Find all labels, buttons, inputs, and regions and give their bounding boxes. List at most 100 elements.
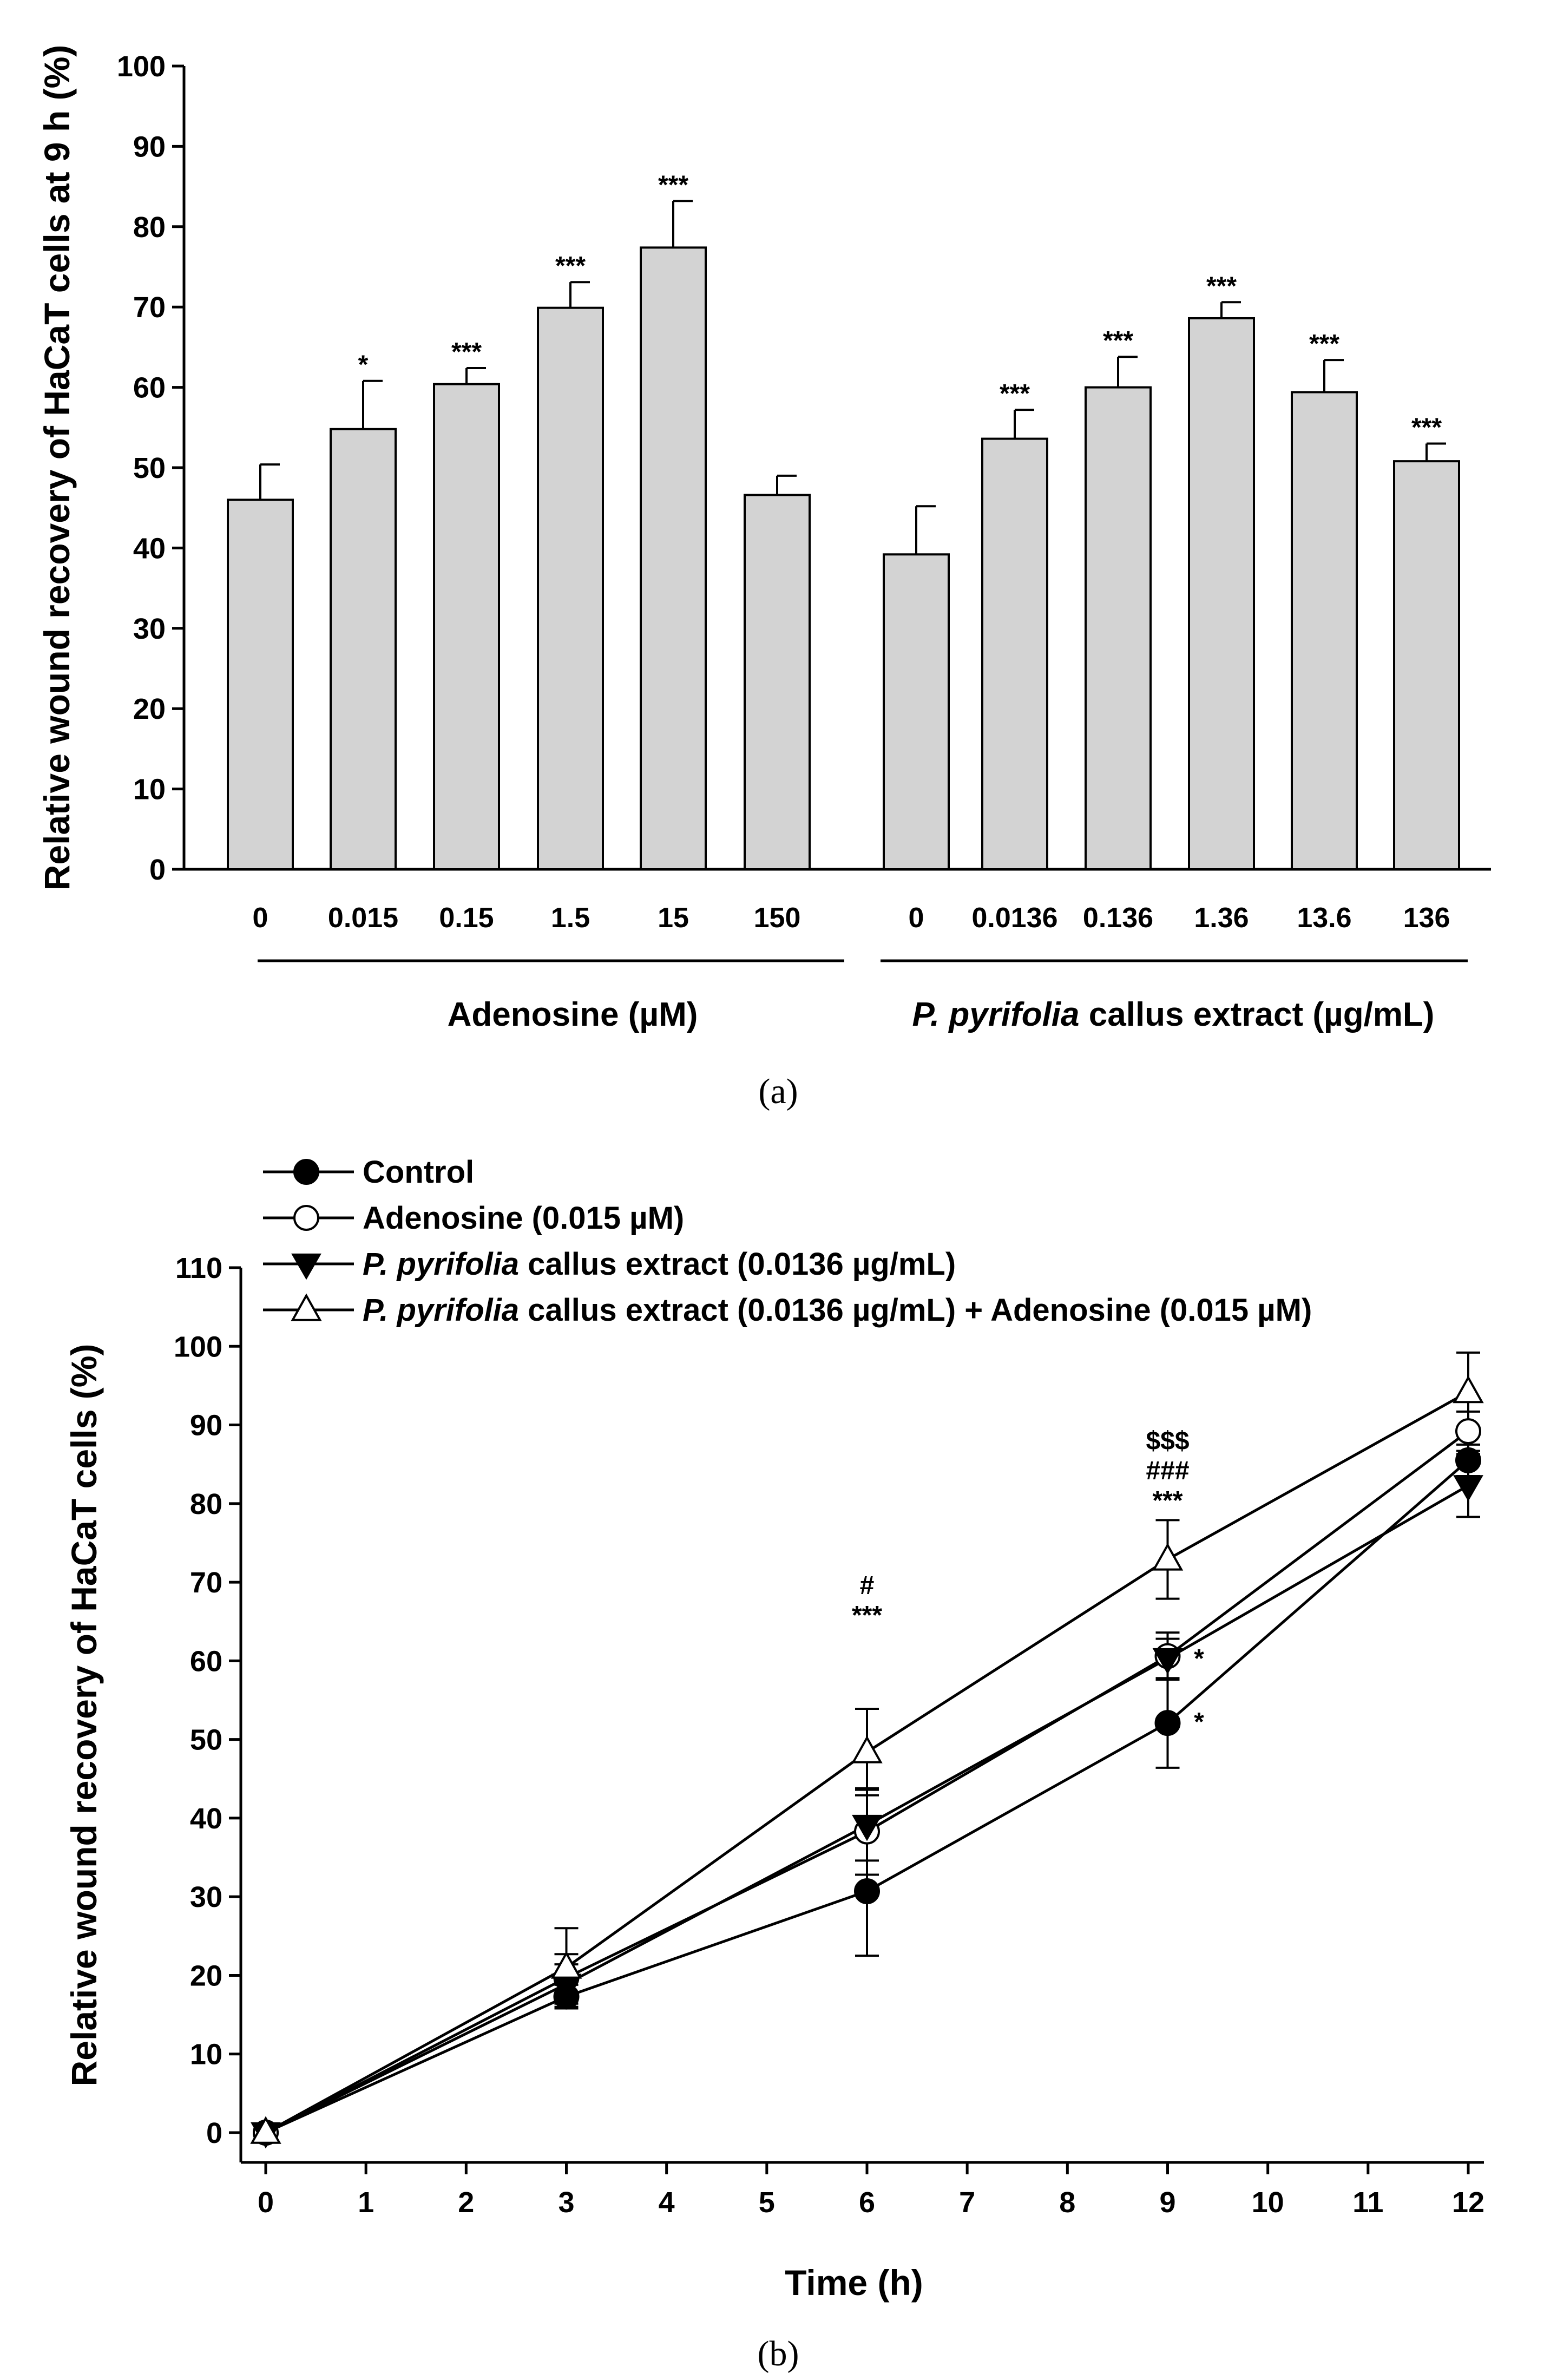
bar: [227, 499, 294, 870]
bar: [744, 494, 811, 870]
y-tick-label-a: 70: [133, 291, 166, 324]
x-tick-label-b: 3: [558, 2186, 574, 2219]
data-point: [1453, 1375, 1484, 1404]
y-tick-label-b: 30: [190, 1881, 222, 1913]
x-tick-label-b: 6: [859, 2186, 875, 2219]
legend-label: Adenosine (0.015 µM): [363, 1201, 684, 1236]
x-tick-label-a: 1.5: [551, 902, 590, 934]
y-tick-label-a: 90: [133, 130, 166, 163]
y-tick-label-b: 110: [175, 1252, 222, 1284]
significance-label: *: [1194, 1644, 1204, 1673]
data-point: [1455, 1447, 1481, 1473]
significance-label: ###: [1146, 1457, 1189, 1485]
data-point: [854, 1878, 880, 1905]
x-axis-title-b: Time (h): [785, 2263, 923, 2303]
y-tick-label-b: 100: [174, 1330, 222, 1363]
y-tick-label-b: 90: [190, 1409, 222, 1442]
significance-label: ***: [1309, 330, 1339, 358]
x-tick-label-b: 12: [1452, 2186, 1484, 2219]
data-point: [1453, 1475, 1483, 1502]
x-tick-label-a: 15: [658, 902, 689, 934]
significance-label: ***: [1152, 1486, 1182, 1515]
y-tick-label-b: 70: [190, 1566, 222, 1599]
y-tick-label-a: 40: [133, 532, 166, 565]
significance-label: ***: [1000, 379, 1030, 408]
y-tick-label-a: 80: [133, 211, 166, 244]
x-tick-label-b: 0: [258, 2186, 274, 2219]
significance-label: ***: [1206, 272, 1237, 300]
data-point: [851, 1735, 883, 1763]
x-tick-label-a: 0: [253, 902, 268, 934]
x-tick-label-a: 150: [754, 902, 801, 934]
bar: [330, 428, 397, 870]
y-tick-label-b: 60: [190, 1645, 222, 1677]
y-tick-label-a: 0: [149, 854, 166, 886]
legend-label: Control: [363, 1155, 474, 1190]
y-tick-label-b: 80: [190, 1488, 222, 1520]
y-tick-label-a: 60: [133, 372, 166, 404]
bar-chart-panel-a: 0 10 20 30 40 50 60 70 80 90 100 Relative wound rec…: [37, 45, 1491, 1033]
significance-label: ***: [852, 1601, 882, 1630]
x-tick-label-b: 4: [659, 2186, 675, 2219]
group-label-adenosine: Adenosine (µM): [448, 996, 698, 1033]
significance-label: ***: [555, 252, 586, 280]
x-tick-label-a: 0.0136: [971, 902, 1057, 934]
bar: [1085, 386, 1152, 870]
significance-label: ***: [451, 338, 482, 366]
data-point: [1154, 1710, 1181, 1736]
bar: [883, 553, 950, 870]
legend-marker: [293, 1159, 319, 1185]
data-point: [250, 2116, 281, 2144]
y-tick-label-a: 50: [133, 452, 166, 484]
significance-label: $$$: [1146, 1427, 1189, 1455]
legend-label: P. pyrifolia callus extract (0.0136 µg/m…: [363, 1293, 1312, 1328]
x-tick-label-a: 1.36: [1194, 902, 1249, 934]
y-tick-label-b: 50: [190, 1724, 222, 1756]
y-tick-label-a: 100: [117, 50, 166, 83]
x-tick-label-b: 1: [358, 2186, 374, 2219]
y-tick-label-b: 20: [190, 1959, 222, 1992]
x-tick-label-a: 0: [909, 902, 924, 934]
bar: [1393, 460, 1460, 870]
bar: [537, 306, 604, 871]
data-point: [1152, 1648, 1183, 1675]
y-tick-label-a: 10: [133, 773, 166, 806]
x-tick-label-b: 10: [1252, 2186, 1284, 2219]
x-tick-label-b: 11: [1352, 2186, 1383, 2219]
bar: [1291, 391, 1358, 870]
significance-label: *: [358, 351, 369, 379]
data-point: [1152, 1543, 1184, 1571]
x-tick-label-a: 136: [1403, 902, 1450, 934]
data-point: [550, 1951, 582, 1979]
x-tick-label-a: 0.015: [328, 902, 398, 934]
y-axis-title-b: Relative wound recovery of HaCaT cells (…: [64, 1344, 104, 2087]
bar: [640, 246, 707, 870]
y-axis-title-a: Relative wound recovery of HaCaT cells a…: [37, 45, 77, 890]
group-label-extract: P. pyrifolia callus extract (µg/mL): [912, 996, 1435, 1033]
y-tick-label-b: 10: [190, 2038, 222, 2071]
x-tick-label-b: 2: [458, 2186, 474, 2219]
caption-a: (a): [758, 1072, 798, 1111]
significance-label: ***: [658, 171, 688, 199]
x-tick-label-b: 5: [759, 2186, 775, 2219]
bar: [981, 437, 1048, 870]
y-tick-label-b: 40: [190, 1802, 222, 1835]
legend-marker: [291, 1293, 322, 1321]
caption-b: (b): [758, 2334, 799, 2374]
data-point: [1455, 1418, 1481, 1445]
bar: [1188, 317, 1255, 870]
x-tick-label-a: 0.15: [439, 902, 494, 934]
legend-label: P. pyrifolia callus extract (0.0136 µg/m…: [363, 1247, 956, 1282]
x-tick-label-b: 9: [1159, 2186, 1175, 2219]
significance-label: #: [860, 1571, 875, 1600]
legend-marker: [293, 1205, 319, 1231]
legend-marker: [291, 1253, 321, 1280]
significance-label: ***: [1103, 326, 1133, 355]
data-point: [852, 1814, 882, 1841]
y-tick-label-a: 30: [133, 613, 166, 645]
x-tick-label-a: 0.136: [1083, 902, 1153, 934]
x-tick-label-b: 7: [959, 2186, 975, 2219]
x-tick-label-a: 13.6: [1297, 902, 1351, 934]
